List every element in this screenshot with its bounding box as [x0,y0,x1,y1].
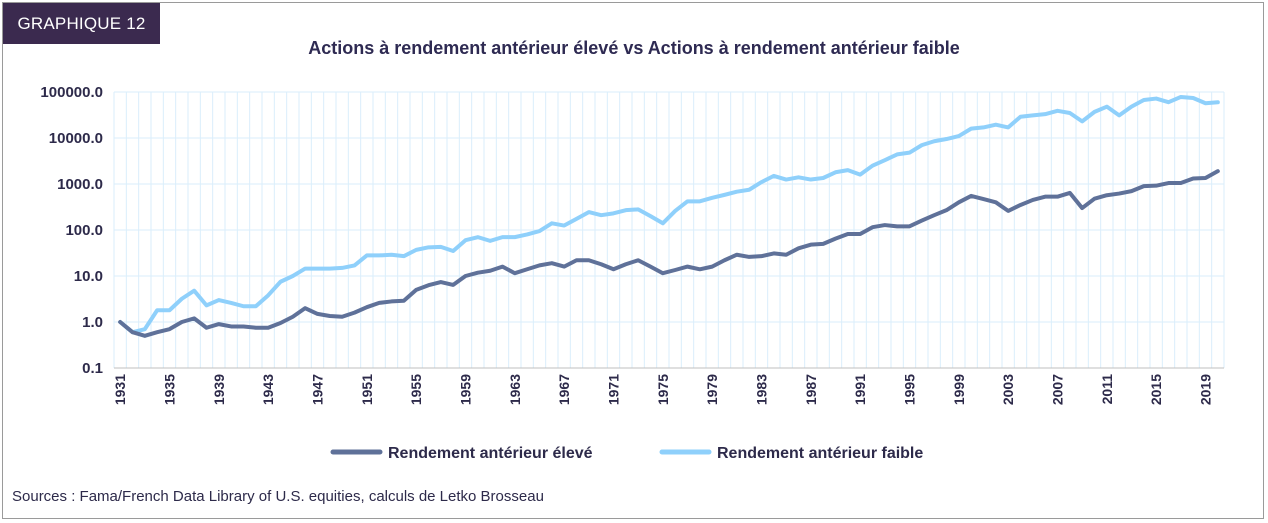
series-line-high [118,169,1220,338]
x-tick-label: 1971 [606,374,622,405]
x-tick-label: 1987 [803,374,819,405]
chart-title: Actions à rendement antérieur élevé vs A… [308,38,960,58]
x-tick-label: 1967 [556,374,572,405]
legend-label: Rendement antérieur faible [717,445,923,462]
x-tick-label: 2015 [1148,374,1164,405]
chart-legend: Rendement antérieur élevé Rendement antér… [330,445,923,462]
legend-item-low: Rendement antérieur faible [659,445,923,462]
x-tick-label: 1999 [951,374,967,405]
x-tick-label: 1951 [359,374,375,405]
x-tick-label: 1995 [902,374,918,405]
x-tick-label: 2003 [1000,374,1016,405]
x-tick-label: 1975 [655,374,671,405]
x-tick-label: 2011 [1099,374,1115,405]
x-tick-label: 1955 [408,374,424,405]
chart-series [118,94,1220,338]
y-tick-label: 1.0 [82,314,103,331]
y-tick-label: 10000.0 [49,130,103,147]
x-tick-label: 1939 [211,374,227,405]
x-tick-label: 2007 [1050,374,1066,405]
source-note: Sources : Fama/French Data Library of U.… [12,488,544,505]
series-line-low [118,94,1220,335]
x-tick-label: 1991 [852,374,868,405]
y-tick-label: 100000.0 [40,84,103,101]
y-tick-label: 0.1 [82,360,103,377]
y-axis: 100000.0 10000.0 1000.0 100.0 10.0 1.0 0.1 [40,84,103,377]
y-tick-label: 10.0 [74,268,103,285]
legend-item-high: Rendement antérieur élevé [330,445,593,462]
chart-grid [113,91,1225,368]
x-tick-label: 1935 [162,374,178,405]
y-tick-label: 1000.0 [57,176,103,193]
legend-label: Rendement antérieur élevé [388,445,593,462]
x-axis: 1931 1935 1939 1943 1947 1951 1955 1959 1963 1967… [112,367,1224,405]
x-tick-label: 1931 [112,374,128,405]
x-tick-label: 1979 [704,374,720,405]
x-tick-label: 1943 [260,374,276,405]
x-tick-label: 1947 [310,374,326,405]
x-tick-label: 1959 [458,374,474,405]
y-tick-label: 100.0 [65,222,103,239]
x-tick-label: 2019 [1198,374,1214,405]
x-tick-label: 1963 [507,374,523,405]
figure-badge: GRAPHIQUE 12 [3,3,160,44]
x-tick-label: 1983 [754,374,770,405]
